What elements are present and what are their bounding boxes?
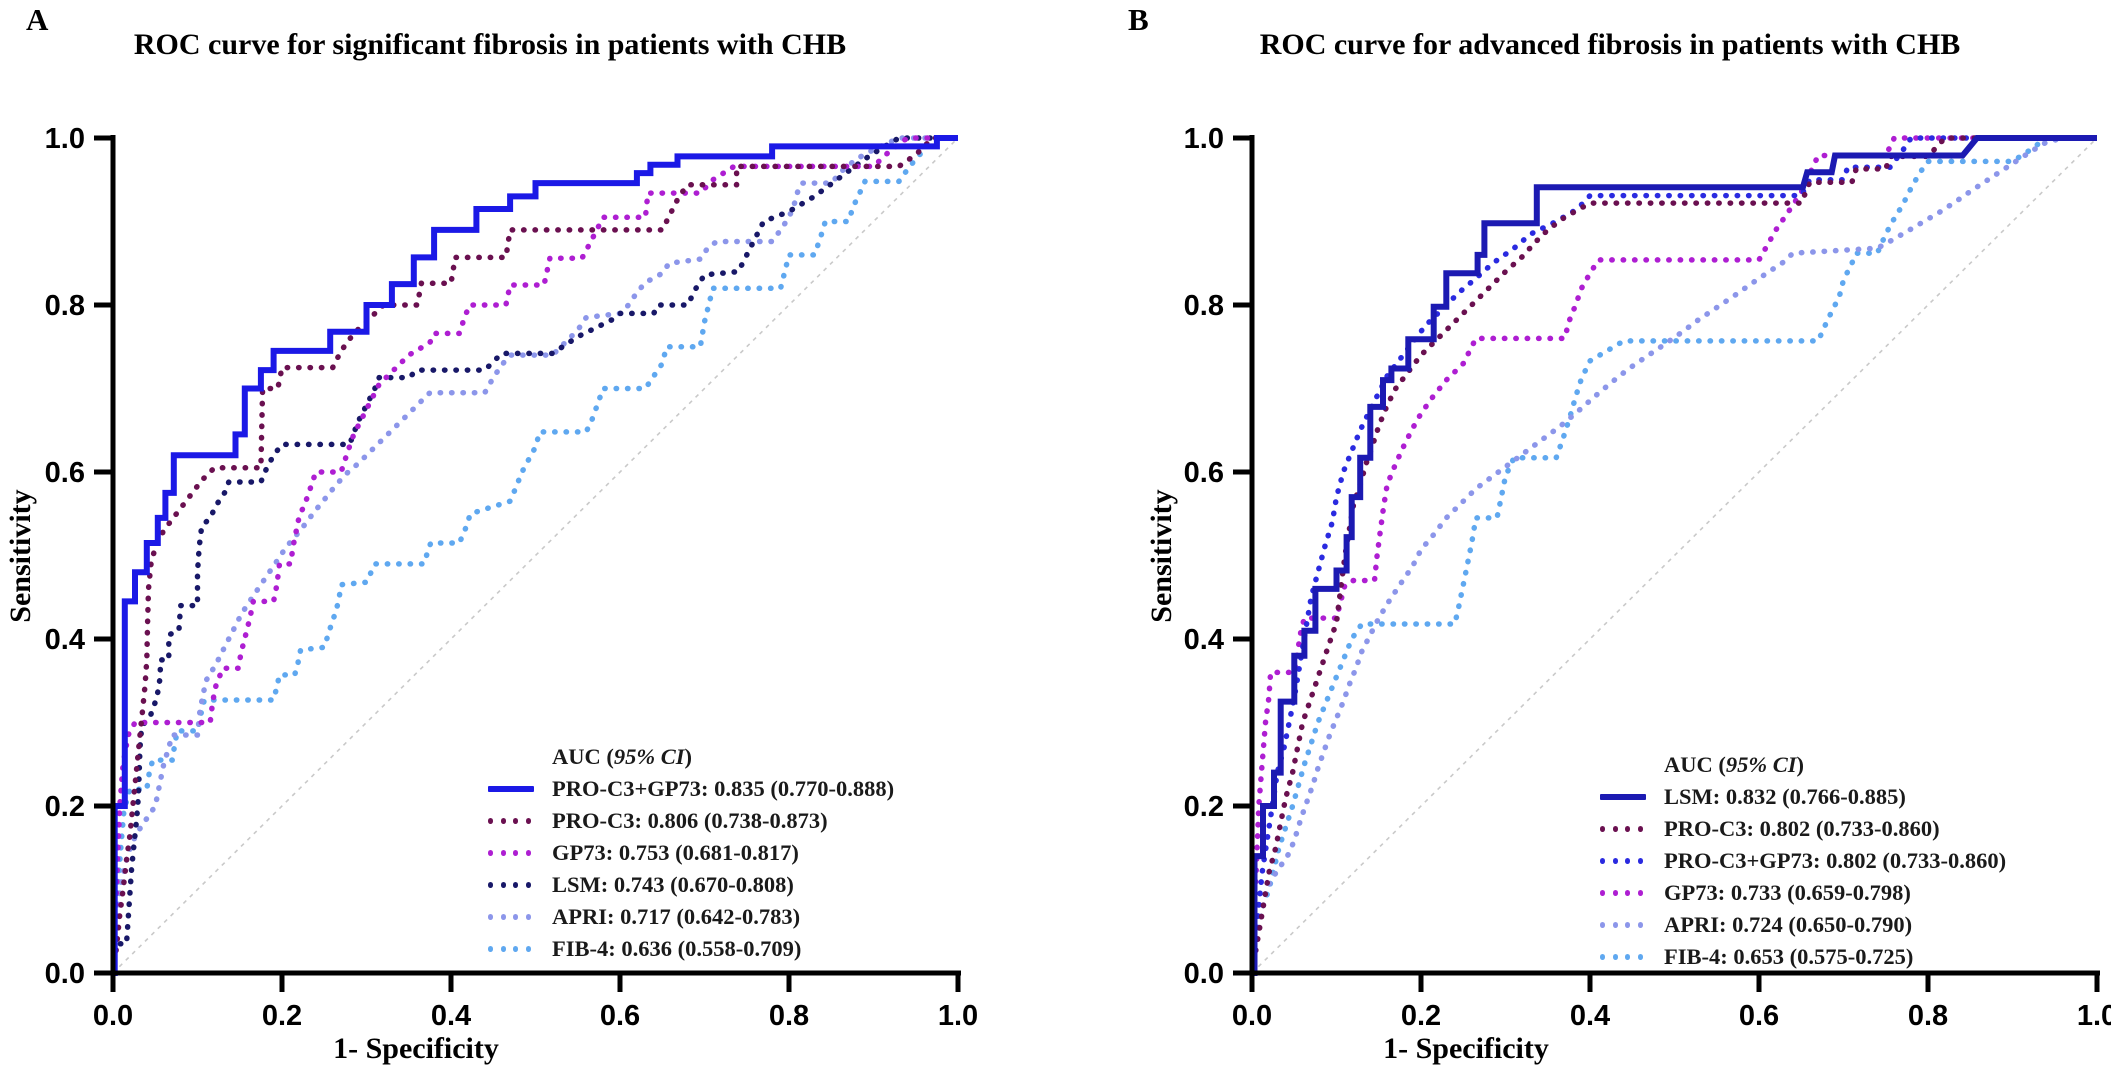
- line-swatch-solid: [1600, 794, 1650, 800]
- x-tick-label: 0.8: [1908, 1000, 1948, 1032]
- x-tick-label: 0.2: [262, 1000, 302, 1032]
- line-swatch-dotted: [488, 818, 538, 824]
- legend-a-item-lsm: LSM: 0.743 (0.670-0.808): [488, 869, 894, 901]
- x-tick-label: 0.2: [1401, 1000, 1441, 1032]
- line-swatch-dotted: [1600, 922, 1650, 928]
- x-tick-label: 0.4: [431, 1000, 471, 1032]
- y-tick-label: 0.2: [45, 791, 85, 823]
- panel-a-legend: AUC (95% CI) PRO-C3+GP73: 0.835 (0.770-0…: [488, 741, 894, 965]
- line-swatch-dotted: [488, 850, 538, 856]
- legend-a-item-proc3: PRO-C3: 0.806 (0.738-0.873): [488, 805, 894, 837]
- y-tick-label: 0.4: [1184, 624, 1224, 656]
- y-tick-label: 0.4: [45, 624, 85, 656]
- x-tick-label: 0.8: [769, 1000, 809, 1032]
- line-swatch-dotted: [1600, 954, 1650, 960]
- x-tick-label: 0.4: [1570, 1000, 1610, 1032]
- panel-a-xlabel: 1- Specificity: [333, 1032, 499, 1065]
- line-swatch-solid: [488, 786, 538, 792]
- y-tick-label: 0.6: [1184, 457, 1224, 489]
- x-tick-label: 1.0: [938, 1000, 978, 1032]
- x-tick-label: 1.0: [2077, 1000, 2111, 1032]
- line-swatch-dotted: [1600, 826, 1650, 832]
- y-tick-label: 0.6: [45, 457, 85, 489]
- legend-a-header: AUC (95% CI): [552, 744, 693, 769]
- panel-b-title: ROC curve for advanced fibrosis in patie…: [1259, 28, 1961, 61]
- x-tick-label: 0.0: [93, 1000, 133, 1032]
- y-tick-label: 1.0: [45, 123, 85, 155]
- legend-b-item-proc3: PRO-C3: 0.802 (0.733-0.860): [1600, 813, 2006, 845]
- line-swatch-dotted: [488, 946, 538, 952]
- legend-a-item-apri: APRI: 0.717 (0.642-0.783): [488, 901, 894, 933]
- y-tick-label: 0.0: [1184, 958, 1224, 990]
- y-tick-label: 0.0: [45, 958, 85, 990]
- legend-b-item-proc3gp73: PRO-C3+GP73: 0.802 (0.733-0.860): [1600, 845, 2006, 877]
- panel-a-ylabel: Sensitivity: [4, 489, 37, 623]
- panel-a-title: ROC curve for significant fibrosis in pa…: [133, 28, 847, 61]
- y-tick-label: 0.8: [1184, 290, 1224, 322]
- y-tick-label: 1.0: [1184, 123, 1224, 155]
- line-swatch-dotted: [488, 914, 538, 920]
- legend-b-header: AUC (95% CI): [1664, 752, 1805, 777]
- x-tick-label: 0.6: [600, 1000, 640, 1032]
- line-swatch-dotted: [1600, 858, 1650, 864]
- panel-b-xlabel: 1- Specificity: [1383, 1032, 1549, 1065]
- x-tick-label: 0.6: [1739, 1000, 1779, 1032]
- legend-b-item-fib4: FIB-4: 0.653 (0.575-0.725): [1600, 941, 2006, 973]
- x-tick-label: 0.0: [1232, 1000, 1272, 1032]
- line-swatch-dotted: [488, 882, 538, 888]
- panel-b-ylabel: Sensitivity: [1145, 489, 1178, 623]
- panel-b-letter: B: [1128, 2, 1149, 37]
- legend-a-item-proc3gp73: PRO-C3+GP73: 0.835 (0.770-0.888): [488, 773, 894, 805]
- legend-a-item-gp73: GP73: 0.753 (0.681-0.817): [488, 837, 894, 869]
- legend-b-item-apri: APRI: 0.724 (0.650-0.790): [1600, 909, 2006, 941]
- legend-b-item-gp73: GP73: 0.733 (0.659-0.798): [1600, 877, 2006, 909]
- y-tick-label: 0.2: [1184, 791, 1224, 823]
- panel-a-letter: A: [26, 2, 49, 37]
- y-tick-label: 0.8: [45, 290, 85, 322]
- line-swatch-dotted: [1600, 890, 1650, 896]
- legend-b-item-lsm: LSM: 0.832 (0.766-0.885): [1600, 781, 2006, 813]
- legend-a-item-fib4: FIB-4: 0.636 (0.558-0.709): [488, 933, 894, 965]
- panel-b-legend: AUC (95% CI) LSM: 0.832 (0.766-0.885) PR…: [1600, 749, 2006, 973]
